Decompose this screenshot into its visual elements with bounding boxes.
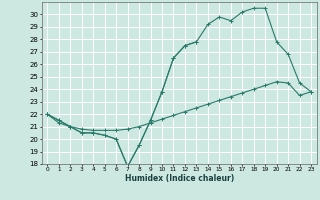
X-axis label: Humidex (Indice chaleur): Humidex (Indice chaleur) [124, 174, 234, 183]
